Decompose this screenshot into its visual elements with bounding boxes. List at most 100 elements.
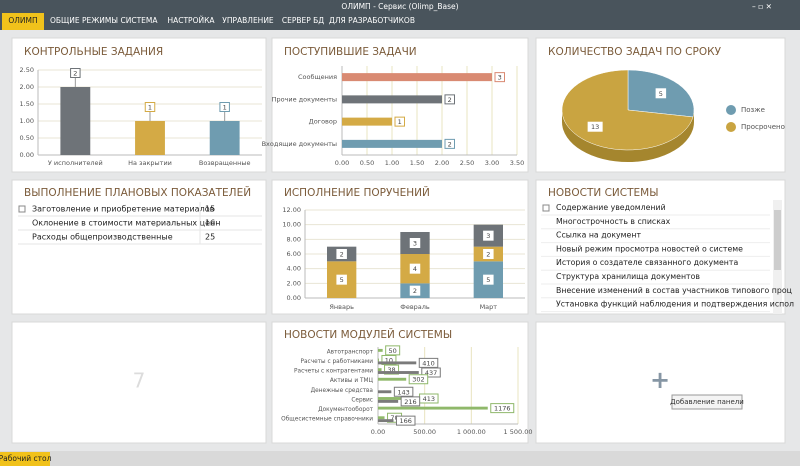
desktop-tab[interactable] bbox=[0, 452, 50, 466]
x-tick-label: На закрытии bbox=[128, 159, 172, 167]
panel-title: ВЫПОЛНЕНИЕ ПЛАНОВЫХ ПОКАЗАТЕЛЕЙ bbox=[24, 186, 251, 199]
x-tick-label: 3.00 bbox=[485, 159, 499, 167]
x-tick-label: 0.00 bbox=[335, 159, 349, 167]
panel bbox=[535, 179, 786, 315]
value-label: 1 bbox=[398, 118, 402, 126]
value-label: 410 bbox=[422, 359, 434, 367]
title-bar bbox=[0, 0, 800, 30]
value-label: 143 bbox=[397, 388, 409, 396]
value-label-box bbox=[418, 357, 439, 368]
value-label: 3 bbox=[486, 232, 490, 240]
value-label: 3 bbox=[413, 240, 417, 248]
panel-title: ИСПОЛНЕНИЕ ПОРУЧЕНИЙ bbox=[284, 186, 430, 199]
y-tick-label: Расчеты с работниками bbox=[300, 359, 373, 365]
y-tick-label: 12.00 bbox=[282, 206, 301, 214]
value-label-box bbox=[336, 274, 347, 285]
value-label-box bbox=[444, 94, 455, 105]
news-item[interactable]: Ссылка на документ bbox=[556, 231, 641, 240]
y-tick-label: 6.00 bbox=[287, 250, 301, 258]
panel-title: КОНТРОЛЬНЫЕ ЗАДАНИЯ bbox=[24, 46, 163, 58]
active-tab[interactable] bbox=[2, 13, 44, 30]
value-label-box bbox=[393, 386, 414, 397]
menu-item[interactable]: СЕРВЕР БД bbox=[282, 16, 324, 25]
legend-swatch bbox=[726, 105, 736, 115]
desktop-tab-label[interactable]: Рабочий стол bbox=[0, 454, 52, 463]
panel bbox=[11, 179, 267, 315]
value-label-box bbox=[494, 72, 505, 83]
news-item[interactable]: Внесение изменений в состав участников т… bbox=[556, 286, 792, 295]
bar bbox=[60, 87, 91, 155]
news-item[interactable]: Содержание уведомлений bbox=[556, 203, 666, 212]
value-label-box bbox=[655, 88, 667, 99]
news-item[interactable]: История о создателе связанного документа bbox=[556, 258, 738, 267]
bar bbox=[342, 73, 492, 82]
value-label-box bbox=[70, 68, 81, 78]
value-label: 10 bbox=[385, 356, 393, 364]
value-label: 1 bbox=[148, 104, 152, 112]
table-cell: Заготовление и приобретение материалов bbox=[32, 205, 215, 214]
value-label-box bbox=[144, 102, 156, 112]
value-label: 13 bbox=[591, 123, 599, 131]
bar bbox=[378, 358, 379, 362]
bar bbox=[378, 406, 488, 410]
menu-item[interactable]: СИСТЕМА bbox=[120, 16, 158, 25]
news-item[interactable]: Многострочность в списках bbox=[556, 217, 671, 226]
window-controls[interactable]: – ▫ ✕ bbox=[752, 2, 772, 11]
value-label: 413 bbox=[423, 395, 435, 403]
value-label: 1176 bbox=[494, 405, 511, 413]
value-label-box bbox=[381, 354, 397, 365]
value-label: 38 bbox=[387, 366, 395, 374]
panel-title: НОВОСТИ СИСТЕМЫ bbox=[548, 187, 658, 199]
value-label: 2 bbox=[340, 251, 344, 259]
x-tick-label: У исполнителей bbox=[48, 159, 103, 167]
value-label-box bbox=[409, 263, 421, 274]
y-tick-label: Активы и ТМЦ bbox=[330, 378, 374, 384]
bar bbox=[378, 368, 382, 372]
value-label-box bbox=[483, 230, 494, 241]
news-item[interactable]: Установка функций наблюдения и подтвержд… bbox=[556, 300, 794, 309]
value-label: 216 bbox=[404, 398, 416, 406]
x-tick-label: Февраль bbox=[400, 303, 430, 311]
table-cell: 25 bbox=[205, 233, 215, 242]
x-tick-label: 2.00 bbox=[435, 159, 449, 167]
x-tick-label: 3.50 bbox=[510, 159, 524, 167]
value-label-box bbox=[421, 367, 441, 378]
menu-item[interactable]: ОБЩИЕ РЕЖИМЫ bbox=[50, 16, 118, 25]
status-bar bbox=[0, 451, 800, 466]
panel-title: ПОСТУПИВШИЕ ЗАДАЧИ bbox=[284, 46, 417, 58]
news-item[interactable]: Новый режим просмотра новостей о системе bbox=[556, 244, 743, 253]
value-label-box bbox=[394, 116, 405, 127]
y-tick-label: Входящие документы bbox=[262, 140, 337, 148]
bar bbox=[378, 399, 399, 403]
checkbox[interactable] bbox=[542, 204, 550, 212]
panel[interactable] bbox=[535, 321, 786, 444]
news-item[interactable]: Структура хранилища документов bbox=[556, 272, 700, 281]
value-label-box bbox=[400, 396, 421, 407]
y-tick-label: 1.00 bbox=[20, 117, 34, 125]
value-label-box bbox=[444, 138, 455, 149]
value-label-box bbox=[483, 274, 494, 285]
tooltip bbox=[671, 394, 743, 410]
value-label: 1 bbox=[223, 104, 227, 112]
y-tick-label: Договор bbox=[309, 118, 337, 126]
legend-swatch bbox=[726, 122, 736, 132]
x-tick-label: 1 500.00 bbox=[504, 428, 533, 436]
empty-panel-number: 7 bbox=[133, 369, 146, 393]
y-tick-label: 4.00 bbox=[287, 265, 301, 273]
y-tick-label: 0.50 bbox=[20, 134, 34, 142]
y-tick-label: Денежные средства bbox=[311, 388, 374, 394]
menu-item[interactable]: ДЛЯ РАЗРАБОТЧИКОВ bbox=[329, 16, 415, 25]
menu-item[interactable]: НАСТРОЙКА bbox=[167, 16, 215, 25]
menu-item[interactable]: УПРАВЛЕНИЕ bbox=[222, 16, 274, 25]
value-label: 4 bbox=[413, 265, 417, 273]
table-cell: 15 bbox=[205, 205, 215, 214]
x-tick-label: 0.00 bbox=[371, 428, 385, 436]
value-label: 50 bbox=[389, 347, 397, 355]
scrollbar-thumb[interactable] bbox=[774, 210, 781, 270]
value-label: 437 bbox=[425, 369, 437, 377]
add-panel-icon[interactable]: + bbox=[650, 366, 670, 394]
panel-title: НОВОСТИ МОДУЛЕЙ СИСТЕМЫ bbox=[284, 328, 452, 341]
panel bbox=[271, 37, 529, 173]
menu-item[interactable]: ОЛИМП bbox=[8, 16, 37, 25]
checkbox[interactable] bbox=[18, 205, 26, 213]
